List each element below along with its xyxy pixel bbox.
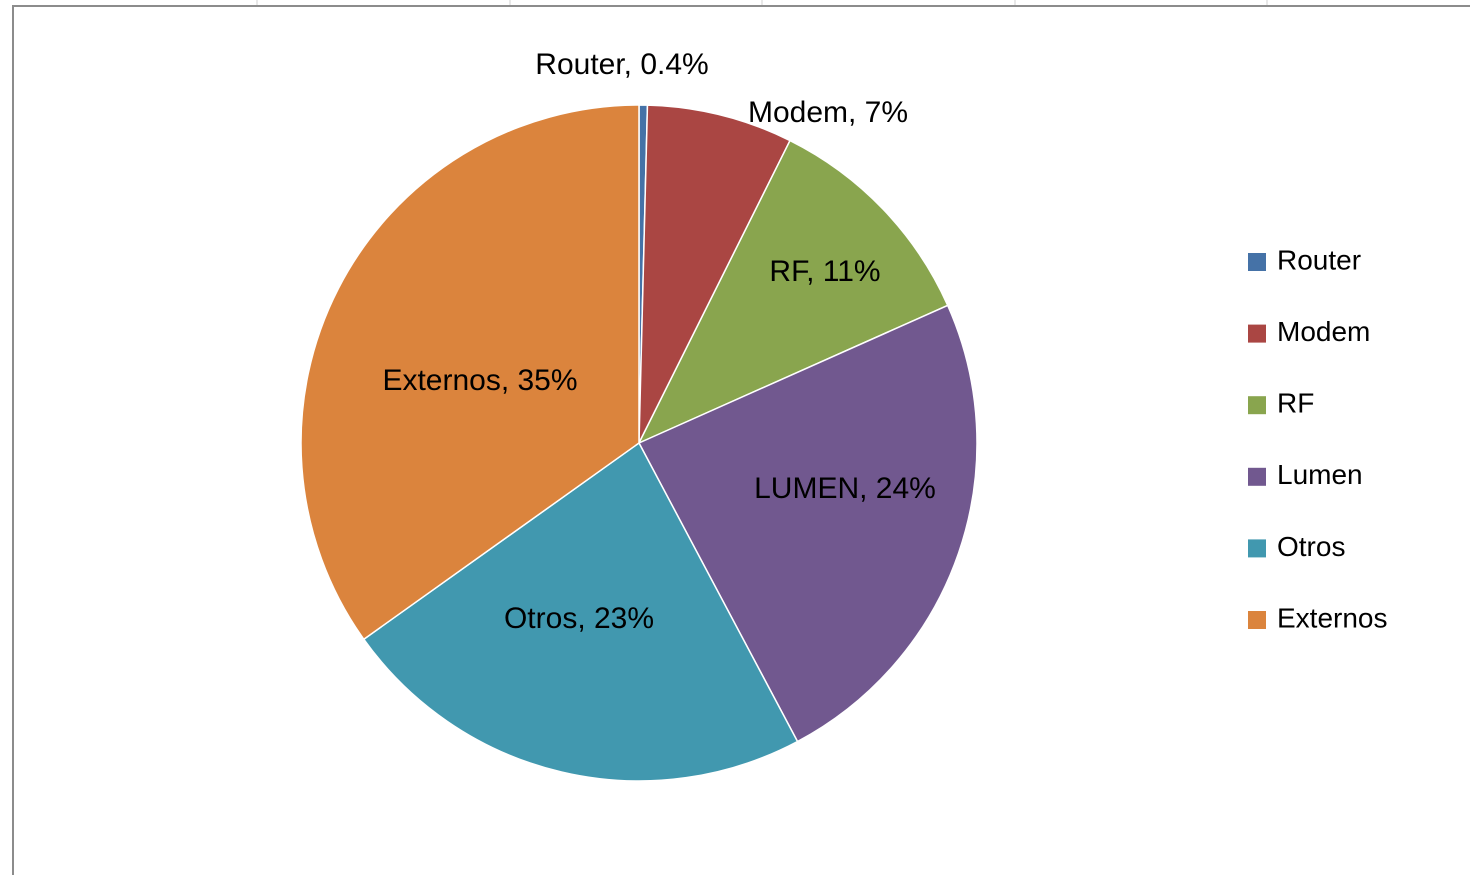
pie-slice (638, 104, 792, 444)
legend-swatch (1248, 467, 1266, 486)
legend-swatch (1248, 324, 1266, 343)
data-label: Otros, 23% (504, 602, 654, 635)
legend-swatch (1248, 396, 1266, 415)
pie-slice (362, 441, 799, 782)
legend-label: Externos (1277, 602, 1388, 633)
sheet-gridlines (256, 0, 1268, 5)
legend-swatch (1248, 539, 1266, 558)
legend-label: RF (1277, 388, 1314, 419)
data-label: RF, 11% (769, 255, 880, 288)
pie-slice (300, 104, 640, 641)
pie-slice (637, 139, 949, 445)
data-label: Router, 0.4% (535, 48, 708, 81)
legend-swatch (1248, 611, 1266, 629)
legend-label: Modem (1277, 316, 1370, 347)
data-label: Externos, 35% (382, 364, 577, 397)
data-label: LUMEN, 24% (754, 472, 936, 505)
chart-border (12, 5, 1470, 875)
legend-label: Router (1277, 244, 1361, 275)
data-label: Modem, 7% (748, 96, 908, 129)
legend-swatch (1248, 253, 1266, 271)
legend-label: Lumen (1277, 459, 1363, 490)
pie-slice (637, 304, 978, 743)
legend-label: Otros (1277, 531, 1345, 562)
